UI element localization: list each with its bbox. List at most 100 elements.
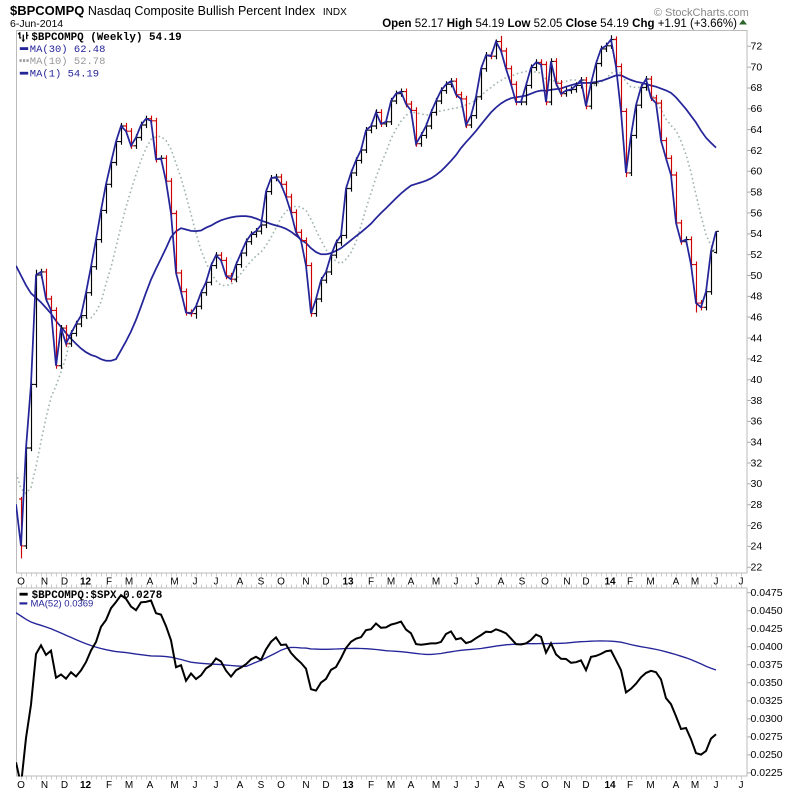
svg-text:14: 14 [604,577,616,588]
svg-text:J: J [454,577,459,588]
svg-text:12: 12 [80,780,92,791]
svg-text:28: 28 [751,499,763,511]
svg-text:34: 34 [751,437,763,449]
svg-text:0.0350: 0.0350 [751,677,783,689]
svg-text:0.0325: 0.0325 [751,695,783,707]
svg-text:D: D [61,780,68,791]
svg-text:F: F [368,577,374,588]
svg-text:14: 14 [604,780,616,791]
svg-text:N: N [41,577,48,588]
svg-text:MA(30) 62.48: MA(30) 62.48 [30,44,106,56]
svg-text:42: 42 [751,353,763,365]
svg-text:70: 70 [751,61,763,73]
svg-text:60: 60 [751,166,763,178]
svg-text:26: 26 [751,520,763,532]
svg-text:F: F [368,780,374,791]
svg-text:J: J [193,577,198,588]
svg-text:D: D [322,780,329,791]
svg-text:M: M [646,780,654,791]
svg-text:0.0275: 0.0275 [751,731,783,743]
svg-text:F: F [106,780,112,791]
svg-text:46: 46 [751,311,763,323]
svg-text:$BPCOMPQ:$SPX 0.0278: $BPCOMPQ:$SPX 0.0278 [32,590,163,602]
svg-text:M: M [646,577,654,588]
svg-text:A: A [237,780,244,791]
svg-text:A: A [147,780,154,791]
svg-text:J: J [475,577,480,588]
svg-text:M: M [125,780,133,791]
svg-text:O: O [17,577,25,588]
svg-text:58: 58 [751,186,763,198]
svg-text:S: S [258,577,265,588]
svg-text:A: A [147,577,154,588]
svg-text:0.0400: 0.0400 [751,641,783,653]
svg-text:O: O [541,577,549,588]
svg-text:J: J [193,780,198,791]
svg-text:J: J [714,780,719,791]
svg-text:M: M [387,780,395,791]
svg-text:54: 54 [751,228,763,240]
svg-text:M: M [691,577,699,588]
svg-text:68: 68 [751,82,763,94]
svg-text:N: N [302,577,309,588]
svg-text:© StockCharts.com: © StockCharts.com [654,7,749,19]
svg-text:A: A [673,780,680,791]
svg-text:F: F [627,780,633,791]
svg-text:M: M [432,577,440,588]
svg-text:D: D [61,577,68,588]
svg-text:22: 22 [751,562,763,574]
svg-text:J: J [739,780,744,791]
svg-text:44: 44 [751,332,763,344]
svg-text:N: N [563,780,570,791]
svg-text:Open 52.17 High 54.19 Low 52: Open 52.17 High 54.19 Low 52.05 Close 54… [382,18,737,30]
svg-text:D: D [322,577,329,588]
svg-text:S: S [519,780,526,791]
svg-text:40: 40 [751,374,763,386]
svg-text:6-Jun-2014: 6-Jun-2014 [10,18,63,30]
svg-text:0.0300: 0.0300 [751,713,783,725]
svg-text:J: J [739,577,744,588]
svg-text:64: 64 [751,124,763,136]
svg-text:M: M [387,577,395,588]
svg-text:24: 24 [751,541,763,553]
svg-text:72: 72 [751,41,763,53]
svg-text:S: S [258,780,265,791]
svg-text:A: A [498,577,505,588]
svg-text:$BPCOMPQ Nasdaq Composite Bull: $BPCOMPQ Nasdaq Composite Bullish Percen… [10,3,347,18]
svg-text:66: 66 [751,103,763,115]
svg-text:J: J [714,577,719,588]
svg-text:O: O [277,780,285,791]
svg-text:M: M [432,780,440,791]
svg-text:0.0425: 0.0425 [751,623,783,635]
svg-text:M: M [170,577,178,588]
svg-text:M: M [170,780,178,791]
svg-text:13: 13 [342,577,354,588]
svg-text:N: N [563,577,570,588]
svg-text:O: O [277,577,285,588]
svg-text:$BPCOMPQ (Weekly) 54.19: $BPCOMPQ (Weekly) 54.19 [31,32,181,44]
svg-text:S: S [519,577,526,588]
svg-text:0.0225: 0.0225 [751,767,783,779]
svg-text:36: 36 [751,416,763,428]
svg-text:D: D [582,780,589,791]
svg-text:J: J [214,780,219,791]
svg-text:0.0450: 0.0450 [751,605,783,617]
svg-text:0.0250: 0.0250 [751,749,783,761]
svg-text:32: 32 [751,457,763,469]
svg-text:F: F [106,577,112,588]
svg-text:48: 48 [751,291,763,303]
svg-text:A: A [673,577,680,588]
svg-text:MA(52) 0.0369: MA(52) 0.0369 [31,599,94,610]
svg-text:56: 56 [751,207,763,219]
svg-text:A: A [408,577,415,588]
svg-text:J: J [475,780,480,791]
svg-text:M: M [125,577,133,588]
svg-text:A: A [408,780,415,791]
svg-text:13: 13 [342,780,354,791]
svg-text:J: J [214,577,219,588]
svg-text:MA(10) 52.78: MA(10) 52.78 [30,56,106,68]
svg-text:O: O [17,780,25,791]
svg-text:F: F [627,577,633,588]
svg-text:A: A [498,780,505,791]
svg-text:50: 50 [751,270,763,282]
